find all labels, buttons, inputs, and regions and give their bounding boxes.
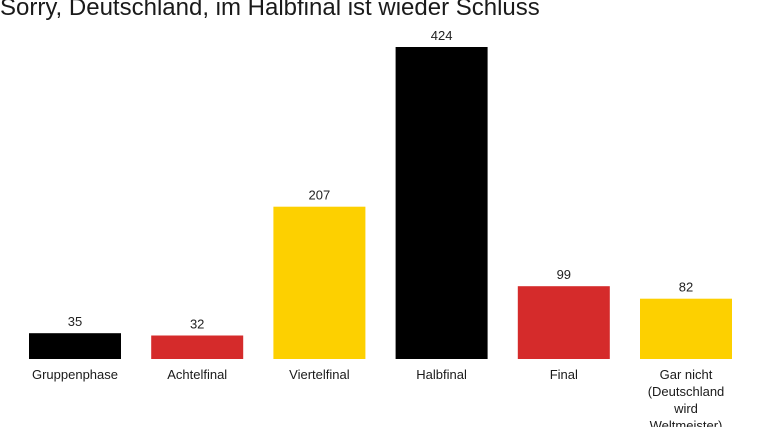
category-label-1: Achtelfinal (167, 367, 227, 382)
value-label-5: 82 (679, 280, 693, 295)
category-label-4: Final (550, 367, 578, 382)
bar-1 (151, 335, 244, 359)
value-label-0: 35 (68, 314, 82, 329)
category-label-3: Halbfinal (416, 367, 467, 382)
bar-0 (29, 333, 121, 359)
category-label-2: Viertelfinal (289, 367, 350, 382)
value-label-1: 32 (190, 317, 204, 332)
bar-3 (395, 47, 488, 359)
value-label-4: 99 (557, 267, 571, 282)
bar-2 (273, 206, 366, 359)
chart-title: Sorry, Deutschland, im Halbfinal ist wie… (0, 0, 540, 21)
bar-4 (517, 286, 610, 359)
category-label-0: Gruppenphase (32, 367, 118, 382)
bar-5 (640, 298, 732, 359)
category-label-5: Gar nicht (Deutschland wird Weltmeister) (648, 367, 725, 427)
value-label-3: 424 (431, 28, 453, 43)
value-label-2: 207 (309, 188, 331, 203)
